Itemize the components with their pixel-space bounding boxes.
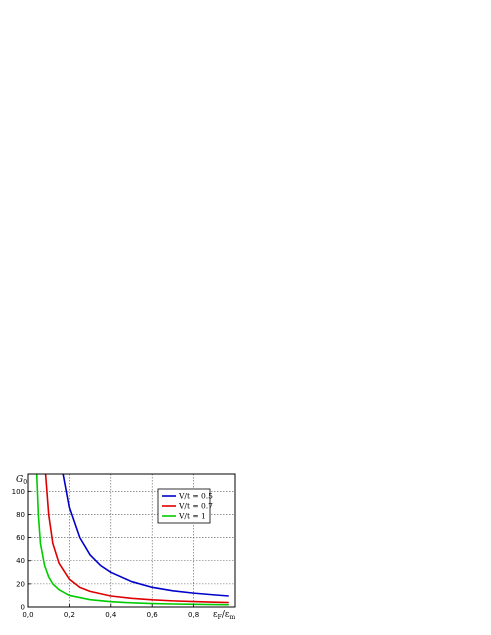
y-tick-label: 60 (16, 534, 25, 542)
ticks (27, 490, 195, 608)
y-tick-label: 40 (16, 557, 25, 565)
legend-entry-label: V/t = 1 (178, 512, 206, 521)
y-tick-label: 100 (12, 488, 25, 496)
y-tick-label: 0 (21, 604, 25, 612)
x-tick-label: 0,4 (105, 611, 117, 619)
legend-entry-label: V/t = 0.5 (178, 492, 213, 501)
plot-frame (27, 473, 236, 608)
series-line-2 (44, 474, 229, 604)
series-line-1 (62, 474, 229, 597)
x-tick-label: 0,0 (22, 611, 33, 619)
x-tick-label: 0,8 (188, 611, 199, 619)
y-axis-label: G0 (16, 475, 27, 486)
series-line-3 (35, 474, 229, 606)
series-layer (35, 474, 229, 606)
x-tick-label: 0,6 (147, 611, 159, 619)
y-tick-label: 80 (16, 511, 25, 519)
x-tick-label: 0,2 (64, 611, 75, 619)
legend-entry-label: V/t = 0.7 (178, 502, 213, 511)
x-axis-label: εF/εm (213, 610, 236, 621)
legend: V/t = 0.5V/t = 0.7V/t = 1 (157, 488, 213, 524)
y-tick-label: 20 (16, 580, 25, 588)
tick-labels: 0,0 0,2 0,4 0,6 0,8 0 20 40 60 80 100 (12, 488, 200, 619)
